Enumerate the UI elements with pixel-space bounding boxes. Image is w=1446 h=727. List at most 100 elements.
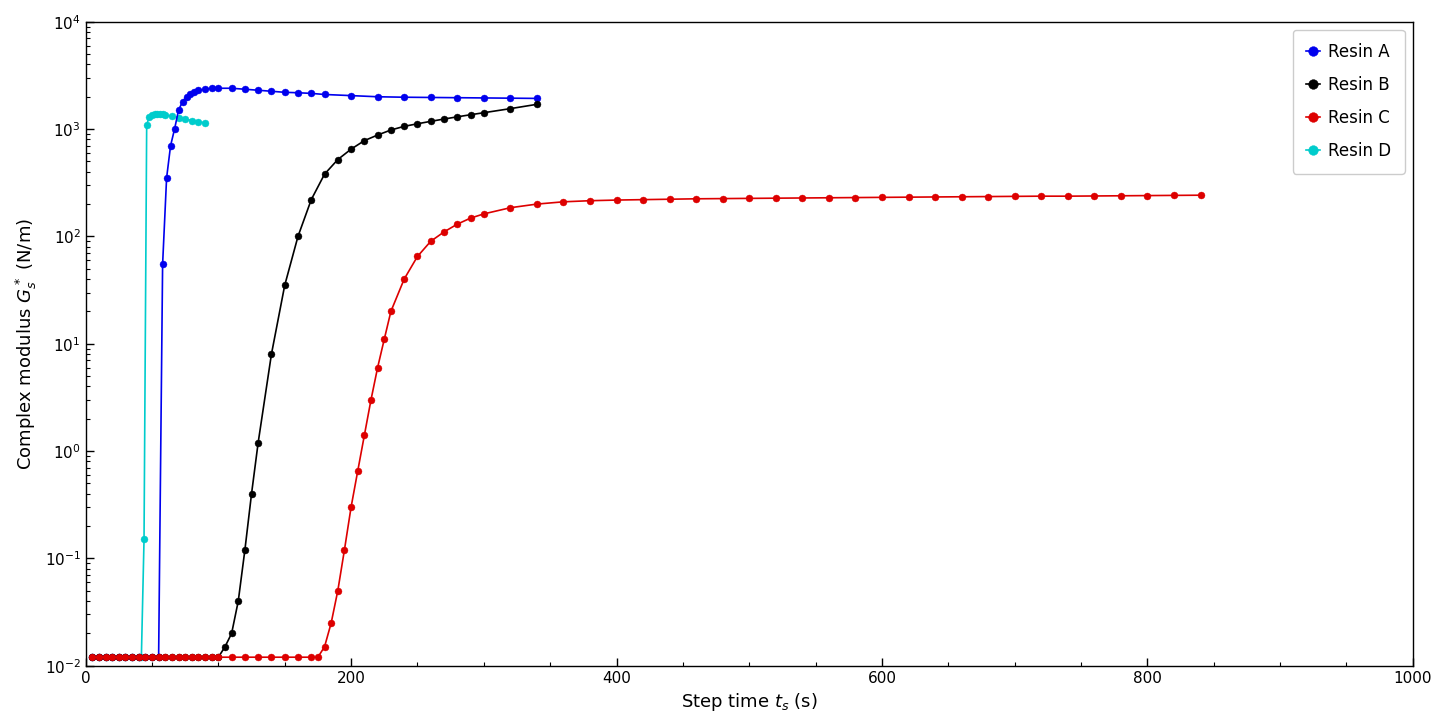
Resin A [197, 85, 214, 94]
Resin B [110, 653, 127, 662]
Resin D [197, 119, 214, 127]
Resin D [169, 113, 187, 122]
Resin B [117, 653, 134, 662]
Resin B [236, 545, 253, 554]
Resin D [137, 120, 155, 129]
X-axis label: Step time $t_s$ (s): Step time $t_s$ (s) [681, 691, 817, 713]
Resin A [150, 653, 168, 662]
Resin D [130, 653, 147, 662]
Resin B [422, 117, 440, 126]
Resin D [152, 110, 169, 119]
Resin B [315, 170, 333, 179]
Resin A [315, 90, 333, 99]
Resin A [210, 84, 227, 92]
Resin A [236, 85, 253, 94]
Resin A [110, 653, 127, 662]
Line: Resin A: Resin A [88, 85, 541, 661]
Resin A [223, 84, 240, 92]
Resin D [140, 113, 158, 121]
Resin D [133, 653, 150, 662]
Resin B [276, 281, 294, 289]
Resin B [369, 131, 386, 140]
Resin A [97, 653, 114, 662]
Resin A [153, 260, 171, 268]
Resin D [184, 116, 201, 125]
Resin C [873, 193, 891, 201]
Resin D [153, 110, 171, 119]
Resin D [176, 115, 194, 124]
Resin A [123, 653, 140, 662]
Resin B [382, 126, 399, 134]
Resin A [104, 653, 121, 662]
Resin C [189, 653, 207, 662]
Resin A [250, 86, 268, 95]
Resin B [330, 155, 347, 164]
Resin B [210, 653, 227, 662]
Resin B [184, 653, 201, 662]
Resin A [84, 653, 101, 662]
Resin A [369, 92, 386, 101]
Resin A [202, 84, 220, 92]
Resin D [146, 110, 163, 119]
Resin B [230, 597, 247, 606]
Resin B [217, 643, 234, 651]
Line: Resin C: Resin C [88, 192, 1205, 661]
Resin C [84, 653, 101, 662]
Resin B [502, 104, 519, 113]
Resin C [927, 193, 944, 201]
Resin D [149, 109, 166, 118]
Resin A [117, 653, 134, 662]
Y-axis label: Complex modulus $G^*_s$ (N/m): Complex modulus $G^*_s$ (N/m) [14, 217, 39, 470]
Resin D [156, 111, 174, 119]
Resin B [189, 653, 207, 662]
Resin A [174, 97, 191, 106]
Resin B [263, 350, 281, 358]
Resin A [422, 93, 440, 102]
Resin B [356, 136, 373, 145]
Resin A [448, 93, 466, 102]
Resin B [202, 653, 220, 662]
Resin A [130, 653, 147, 662]
Resin A [158, 174, 175, 182]
Resin A [528, 94, 545, 103]
Resin C [1192, 190, 1209, 199]
Resin A [90, 653, 107, 662]
Resin A [189, 86, 207, 95]
Resin B [163, 653, 181, 662]
Resin A [178, 92, 195, 101]
Resin A [276, 88, 294, 97]
Resin D [104, 653, 121, 662]
Resin B [137, 653, 155, 662]
Resin D [189, 117, 207, 126]
Resin B [461, 111, 479, 119]
Resin B [156, 653, 174, 662]
Resin B [169, 653, 187, 662]
Resin C [369, 364, 386, 372]
Resin B [409, 119, 427, 128]
Resin B [130, 653, 147, 662]
Resin B [343, 145, 360, 153]
Resin D [123, 653, 140, 662]
Resin B [143, 653, 161, 662]
Resin B [448, 113, 466, 121]
Resin B [104, 653, 121, 662]
Resin B [197, 653, 214, 662]
Resin B [150, 653, 168, 662]
Resin A [263, 87, 281, 96]
Resin A [137, 653, 155, 662]
Resin B [223, 629, 240, 638]
Resin D [110, 653, 127, 662]
Resin B [97, 653, 114, 662]
Resin B [476, 108, 493, 117]
Resin D [97, 653, 114, 662]
Resin C [1006, 192, 1024, 201]
Resin B [176, 653, 194, 662]
Resin A [185, 88, 202, 97]
Resin A [169, 106, 187, 115]
Resin D [84, 653, 101, 662]
Resin A [502, 94, 519, 103]
Resin A [289, 89, 307, 97]
Resin C [276, 653, 294, 662]
Resin B [528, 100, 545, 109]
Legend: Resin A, Resin B, Resin C, Resin D: Resin A, Resin B, Resin C, Resin D [1293, 30, 1404, 174]
